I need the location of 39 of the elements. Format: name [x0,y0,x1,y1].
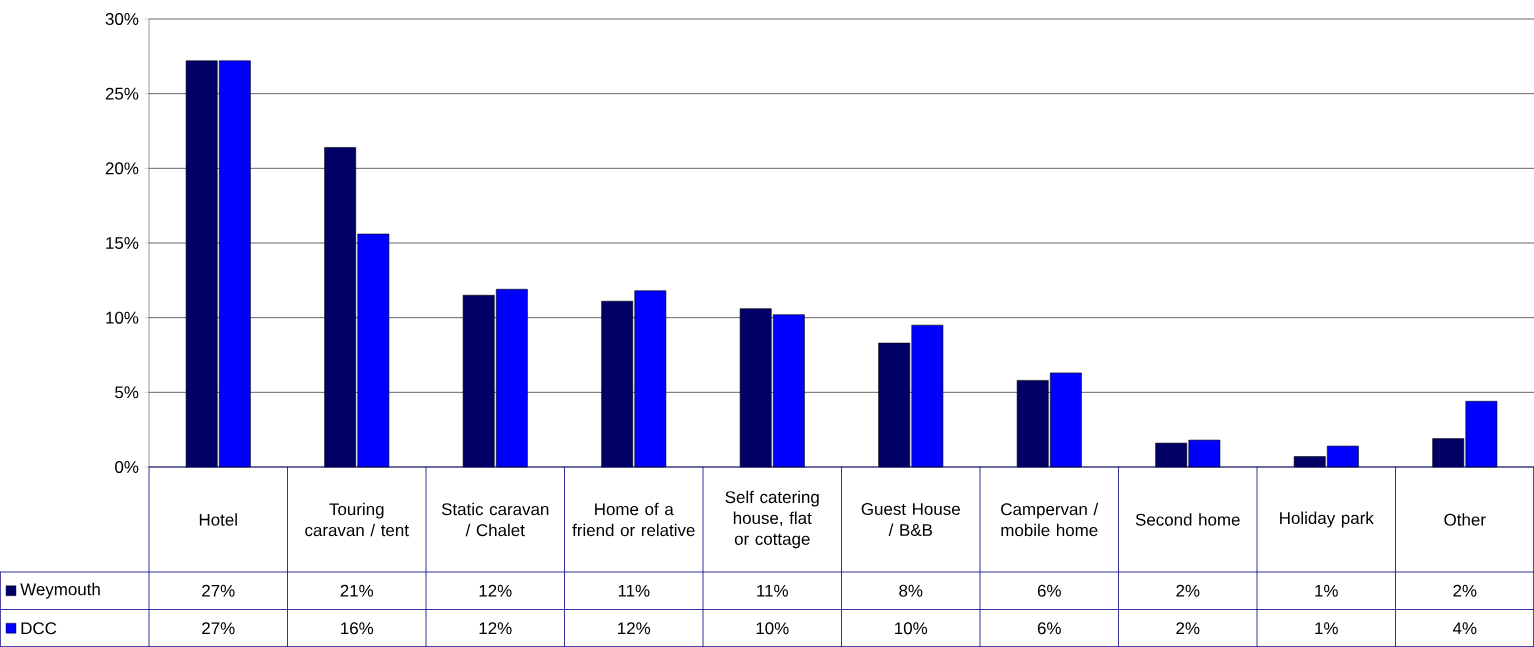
data-label: 1% [1315,584,1338,597]
x-tick-label: Touring caravan / tent [305,502,409,537]
data-label: 2% [1176,584,1200,597]
x-tick-label: Self catering house, flat or cottage [725,490,819,549]
x-tick-label: Second home [1135,513,1240,526]
data-label: 6% [1037,622,1061,635]
data-label: 27% [202,622,235,635]
x-tick-label: Hotel [199,513,237,526]
y-tick-label: 5% [115,386,139,399]
data-label: 11% [757,584,788,597]
data-label: 12% [479,584,512,597]
data-label: 2% [1453,584,1477,597]
x-tick-label: Guest House / B&B [861,503,960,536]
data-label: 10% [895,622,928,635]
data-label: 4% [1452,622,1477,635]
x-tick-label: Home of a friend or relative [572,502,695,537]
y-tick-label: 10% [106,311,139,324]
data-label: 12% [479,622,512,635]
legend-label: Weymouth [20,582,100,599]
data-label: 10% [756,622,789,635]
y-tick-label: 30% [105,12,139,25]
data-label: 8% [899,584,923,597]
data-label: 27% [202,584,235,597]
y-tick-label: 0% [115,461,139,473]
data-label: 11% [618,584,650,597]
data-label: 2% [1176,622,1200,635]
x-tick-label: Holiday park [1280,511,1374,528]
data-label: 12% [618,622,651,635]
data-label: 21% [340,584,374,597]
x-tick-label: Campervan / mobile home [1001,502,1099,537]
y-tick-label: 15% [106,237,139,249]
x-tick-label: Static caravan / Chalet [441,502,549,537]
y-tick-label: 25% [105,87,139,100]
legend-label: DCC [21,622,57,635]
data-label: 6% [1037,584,1061,597]
x-tick-label: Other [1444,513,1486,526]
data-label: 16% [341,622,374,635]
y-tick-label: 20% [105,162,139,175]
data-label: 1% [1315,622,1338,635]
